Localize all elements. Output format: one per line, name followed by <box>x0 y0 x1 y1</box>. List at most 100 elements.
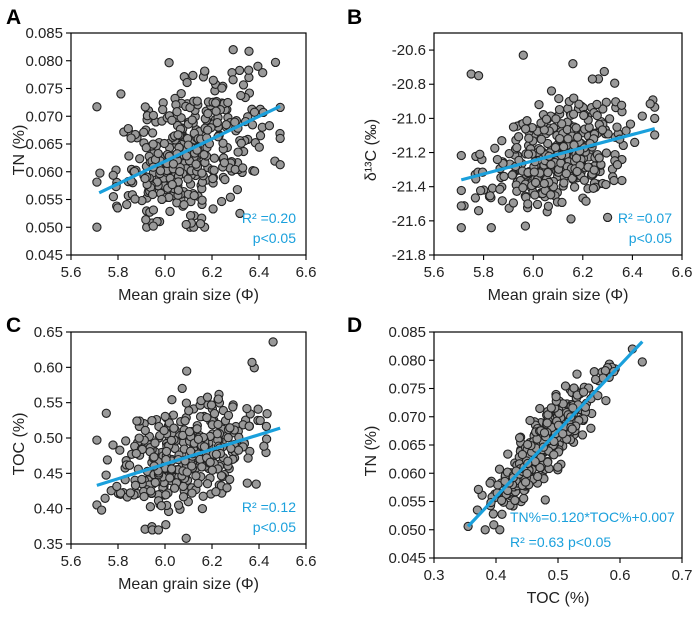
data-point <box>193 478 203 489</box>
panel-label: B <box>347 6 362 29</box>
y-axis-label: TN (%) <box>363 426 380 477</box>
data-point <box>577 430 588 440</box>
data-point <box>95 168 105 178</box>
data-point <box>586 423 596 433</box>
data-point <box>518 183 528 193</box>
data-point <box>243 453 253 463</box>
x-axis-label: Mean grain size (Φ) <box>488 287 629 304</box>
data-point <box>228 402 238 412</box>
data-point <box>569 182 580 192</box>
data-point <box>216 196 227 207</box>
y-tick-label: 0.075 <box>25 81 63 98</box>
data-point <box>225 474 235 485</box>
panel-C: C 5.6 5.8 6.0 6.2 6.4 6.6 0.35 0.40 0.45 0.50 0.55 0… <box>6 314 316 593</box>
x-tick-label: 6.0 <box>523 264 544 281</box>
data-point <box>522 468 532 479</box>
panel-label: C <box>6 314 21 337</box>
data-point <box>124 151 134 161</box>
data-point <box>543 138 553 149</box>
data-point <box>259 441 269 451</box>
data-point <box>589 367 599 377</box>
data-point <box>503 449 513 459</box>
data-point <box>187 461 197 471</box>
data-point <box>225 423 235 433</box>
data-point <box>242 403 252 414</box>
y-tick-label: -21.6 <box>392 213 426 230</box>
data-point <box>612 122 622 132</box>
data-point <box>207 465 217 475</box>
data-point <box>233 147 243 157</box>
data-point <box>167 395 177 405</box>
data-point <box>192 96 202 106</box>
y-tick-label: -21.4 <box>392 179 426 196</box>
stat-line-1: R² =0.20 <box>242 210 296 226</box>
data-point <box>568 59 578 69</box>
data-point <box>236 138 246 148</box>
data-point <box>558 142 569 152</box>
data-point <box>490 143 500 153</box>
data-point <box>213 419 223 430</box>
data-point <box>102 455 113 465</box>
x-tick-label: 6.4 <box>249 264 270 281</box>
data-point <box>567 424 577 434</box>
y-tick-label: 0.070 <box>388 409 426 426</box>
y-tick-label: 0.085 <box>388 324 426 341</box>
data-point <box>247 357 257 368</box>
data-point <box>568 403 578 413</box>
data-point <box>173 130 183 140</box>
data-point <box>456 150 466 161</box>
data-point <box>209 408 220 419</box>
trend-line <box>466 340 644 528</box>
data-point <box>559 178 569 188</box>
data-point <box>255 131 266 141</box>
data-point <box>249 166 260 176</box>
data-point <box>206 400 217 410</box>
data-point <box>495 525 505 535</box>
x-tick-label: 0.6 <box>610 567 631 584</box>
data-point <box>557 197 567 208</box>
data-point <box>546 190 556 200</box>
stat-line-1: TN%=0.120*TOC%+0.007 <box>510 509 675 525</box>
data-point <box>203 108 213 119</box>
data-point <box>578 387 589 397</box>
data-point <box>261 421 272 432</box>
data-point <box>520 124 531 134</box>
data-point <box>146 486 156 496</box>
data-point <box>101 408 111 418</box>
data-point <box>554 93 564 104</box>
data-point <box>164 58 174 68</box>
stat-line-1: R² =0.07 <box>618 210 672 226</box>
data-point <box>597 125 608 135</box>
data-point <box>593 390 603 401</box>
data-point <box>466 69 476 79</box>
data-point <box>650 130 660 140</box>
data-point <box>197 503 208 514</box>
data-point <box>208 173 218 184</box>
data-point <box>504 148 514 159</box>
data-point <box>202 412 212 423</box>
data-point <box>496 495 507 506</box>
data-point <box>495 184 505 194</box>
data-point <box>650 113 660 124</box>
data-point <box>181 219 191 230</box>
data-point <box>551 392 561 402</box>
x-tick-label: 6.6 <box>296 264 317 281</box>
y-tick-label: -20.8 <box>392 76 426 93</box>
data-point <box>134 433 144 443</box>
y-tick-label: 0.055 <box>25 192 63 209</box>
y-tick-label: 0.080 <box>388 352 426 369</box>
y-tick-label: 0.35 <box>34 536 63 553</box>
data-point <box>175 166 185 177</box>
data-point <box>167 115 177 125</box>
data-point <box>485 478 495 488</box>
data-point <box>532 199 543 210</box>
data-point <box>222 483 232 493</box>
data-point <box>268 337 278 347</box>
data-point <box>191 471 201 481</box>
data-point <box>212 117 222 128</box>
x-tick-label: 6.4 <box>622 264 643 281</box>
panel-A: A 5.6 5.8 6.0 6.2 6.4 6.6 0.045 0.050 0.055 0.060 0… <box>6 6 316 304</box>
data-point <box>569 93 579 103</box>
x-tick-label: 5.8 <box>108 553 129 570</box>
data-point <box>508 122 519 132</box>
